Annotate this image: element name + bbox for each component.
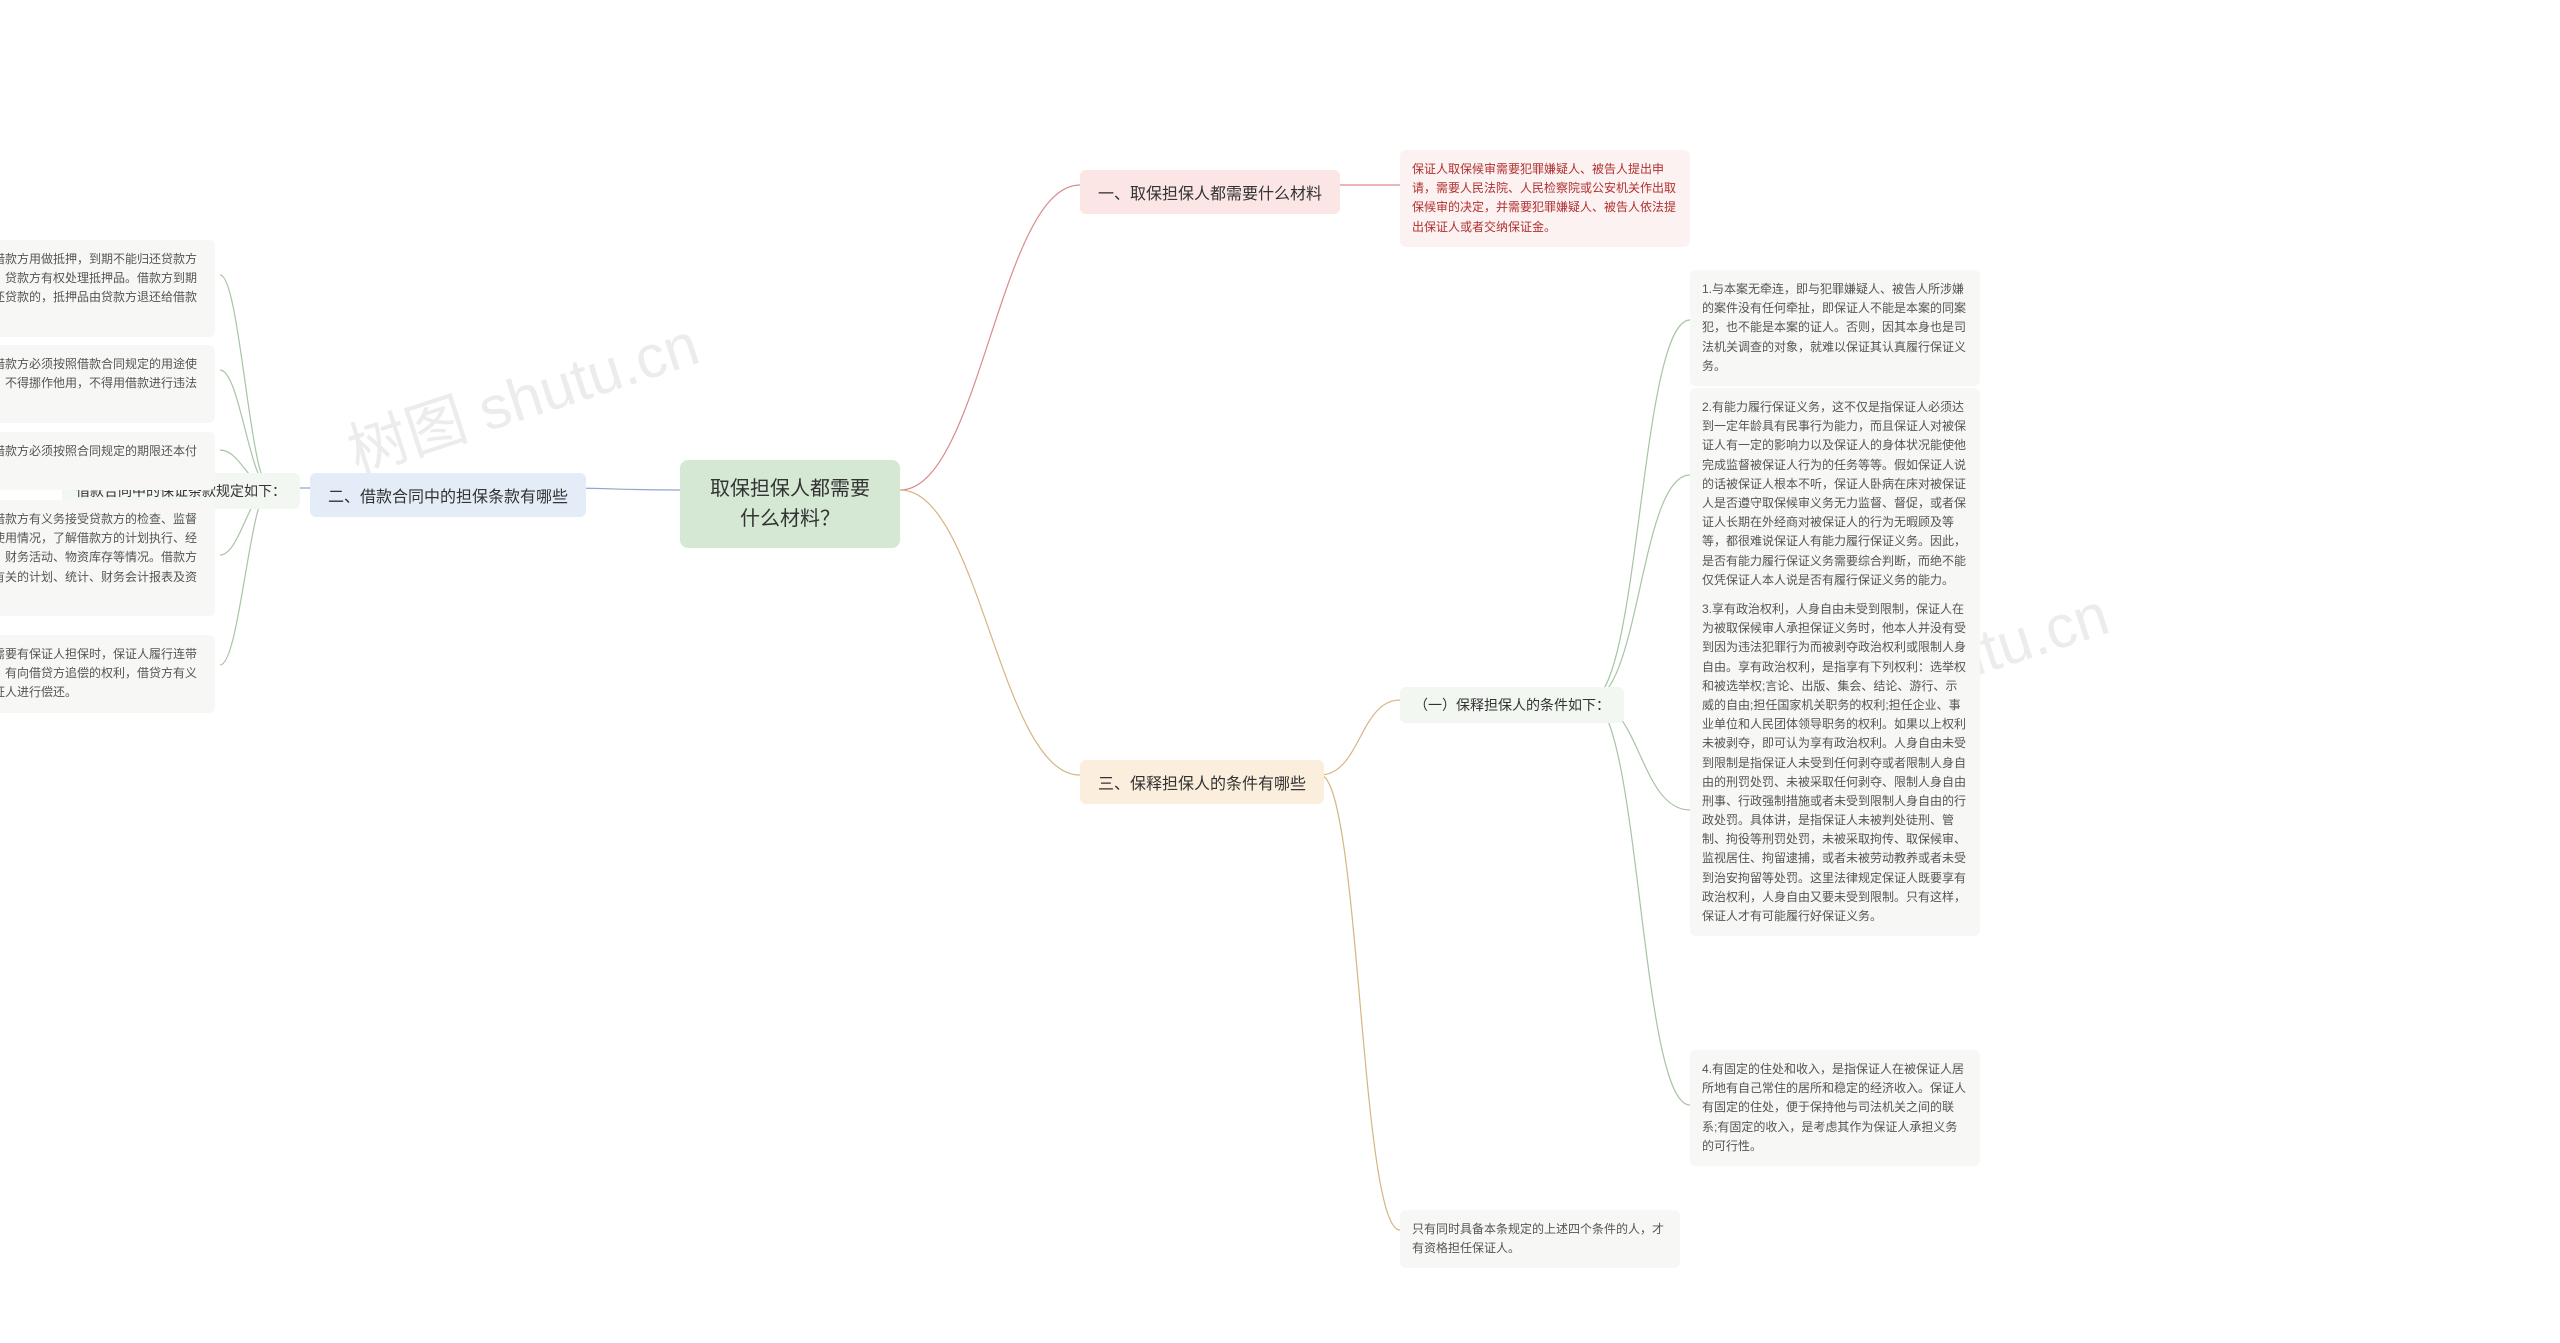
leaf-bail-3: 3.享有政治权利，人身自由未受到限制，保证人在为被取保候审人承担保证义务时，他本… xyxy=(1690,590,1980,936)
leaf-loan-4: （四）借款方有义务接受贷款方的检查、监督贷款的使用情况，了解借款方的计划执行、经… xyxy=(0,500,215,616)
leaf-loan-5: （五）需要有保证人担保时，保证人履行连带责任后，有向借贷方追偿的权利，借贷方有义… xyxy=(0,635,215,713)
leaf-bail-footer: 只有同时具备本条规定的上述四个条件的人，才有资格担任保证人。 xyxy=(1400,1210,1680,1268)
leaf-materials-note: 保证人取保候审需要犯罪嫌疑人、被告人提出申请，需要人民法院、人民检察院或公安机关… xyxy=(1400,150,1690,247)
branch-loan-clauses: 二、借款合同中的担保条款有哪些 xyxy=(310,473,586,517)
branch-materials: 一、取保担保人都需要什么材料 xyxy=(1080,170,1340,214)
leaf-loan-2: （二）借款方必须按照借款合同规定的用途使用借款，不得挪作他用，不得用借款进行违法… xyxy=(0,345,215,423)
leaf-bail-1: 1.与本案无牵连，即与犯罪嫌疑人、被告人所涉嫌的案件没有任何牵扯，即保证人不能是… xyxy=(1690,270,1980,386)
branch-bail-conditions: 三、保释担保人的条件有哪些 xyxy=(1080,760,1324,804)
leaf-bail-2: 2.有能力履行保证义务，这不仅是指保证人必须达到一定年龄具有民事行为能力，而且保… xyxy=(1690,388,1980,600)
sub-bail-intro: （一）保释担保人的条件如下： xyxy=(1400,687,1624,723)
watermark: 树图 shutu.cn xyxy=(335,296,708,491)
leaf-bail-4: 4.有固定的住处和收入，是指保证人在被保证人居所地有自己常住的居所和稳定的经济收… xyxy=(1690,1050,1980,1166)
leaf-loan-3: （三）借款方必须按照合同规定的期限还本付息。 xyxy=(0,432,215,490)
leaf-loan-1: （一）借款方用做抵押，到期不能归还贷款方的贷款，贷款方有权处理抵押品。借款方到期… xyxy=(0,240,215,337)
center-topic: 取保担保人都需要什么材料？ xyxy=(680,460,900,548)
